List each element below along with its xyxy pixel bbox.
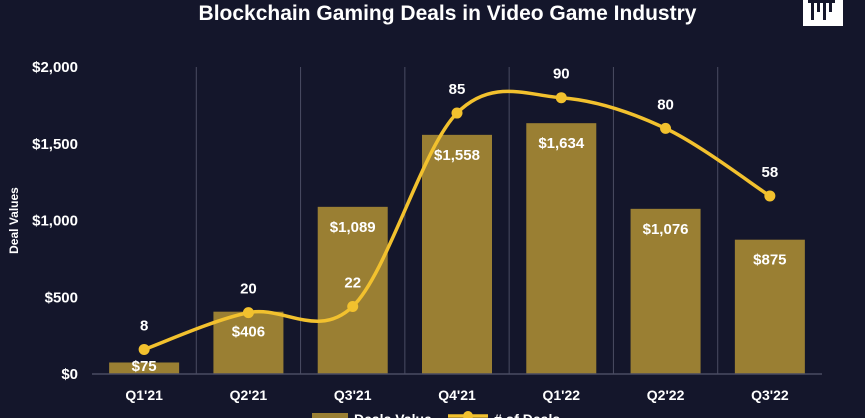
legend-label-line: # of Deals [494,411,560,418]
deals-count-point [451,107,463,119]
x-tick-label: Q1'21 [125,387,163,403]
x-tick-label: Q4'21 [438,387,476,403]
bar [734,239,805,374]
bar-value-label: $1,558 [434,147,480,164]
deals-count-label: 85 [449,81,466,98]
chart-title: Blockchain Gaming Deals in Video Game In… [198,2,697,25]
deals-count-point [138,343,150,355]
y-tick-label: $2,000 [32,59,78,76]
y-tick-label: $1,000 [32,213,78,230]
axis-layer: $0 $500 $1,000 $1,500 $2,000 Deal Values Q1'21… [7,59,822,403]
y-axis-title: Deal Values [7,187,21,254]
bar [109,362,180,374]
line-layer [138,89,776,355]
x-tick-label: Q2'22 [647,387,685,403]
legend-layer: Deals Value # of Deals [312,411,560,418]
deals-count-label: 58 [762,164,779,181]
x-tick-label: Q3'22 [751,387,789,403]
bar [630,208,701,374]
deals-count-point [347,300,359,312]
bar [213,311,284,374]
bars-layer [109,123,805,374]
x-tick-label: Q1'22 [542,387,580,403]
deals-count-point [660,122,672,134]
bar-value-label: $1,634 [538,135,585,152]
legend-label-bar: Deals Value [354,411,432,418]
bar [526,123,597,374]
bar [317,206,388,374]
deals-count-label: 90 [553,66,570,83]
deals-count-point [764,190,776,202]
labels-layer: $75 $406 $1,089 $1,558 $1,634 $1,076 $875 8 20 22… [132,66,787,375]
brand-logo [803,0,843,26]
y-tick-label: $1,500 [32,136,78,153]
logo-mark-icon [808,0,835,20]
bar-value-label: $1,089 [330,219,376,236]
legend-marker-line [463,411,473,418]
deals-count-label: 80 [657,96,674,113]
y-tick-label: $500 [45,289,78,306]
deals-count-label: 8 [140,317,148,334]
legend-swatch-bar [312,413,348,418]
deals-count-label: 22 [344,274,361,291]
x-tick-label: Q3'21 [334,387,372,403]
grid-layer [195,67,719,374]
bar [422,134,492,374]
y-tick-label: $0 [61,366,78,383]
deals-count-label: 20 [240,281,257,298]
deals-count-point [555,92,567,104]
bar-value-label: $875 [753,252,786,269]
bar-value-label: $75 [132,358,157,375]
bar-value-label: $406 [232,324,265,341]
bar-value-label: $1,076 [643,221,689,238]
deals-count-point [242,307,254,319]
x-tick-label: Q2'21 [230,387,268,403]
